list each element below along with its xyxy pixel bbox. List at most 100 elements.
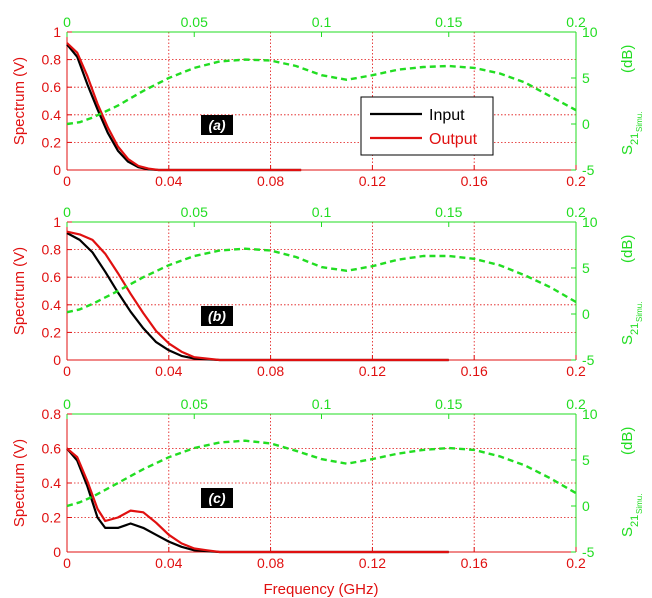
y2-axis-subscript: 21 <box>629 323 641 335</box>
legend-input-label: Input <box>429 107 465 124</box>
chart-panel-1: 00.20.40.60.810 0.04 0.08 0.12 0.16 0.20 0.05 0… <box>11 14 644 189</box>
y2-tick-label: 0 <box>582 116 590 132</box>
x-tick-label: 0 <box>63 173 71 189</box>
y-tick-label: 0.6 <box>42 441 62 457</box>
x2-tick-label: 0.05 <box>181 14 208 30</box>
x-tick-label: 0.04 <box>155 173 182 189</box>
x-tick-label: 0.08 <box>257 173 284 189</box>
y2-tick-label: -5 <box>582 352 595 368</box>
y2-tick-label: 10 <box>582 214 598 230</box>
x2-tick-label: 0 <box>63 396 71 412</box>
y2-axis-subsubscript: Simu. <box>635 494 644 514</box>
legend-output-label: Output <box>429 131 478 148</box>
y-tick-label: 0.4 <box>42 297 62 313</box>
y2-tick-label: 0 <box>582 498 590 514</box>
y2-axis-symbol: S <box>619 145 636 155</box>
y-tick-label: 0.2 <box>42 134 62 150</box>
x-tick-label: 0.2 <box>566 363 586 379</box>
y-axis-label: Spectrum (V) <box>11 57 28 145</box>
x-tick-label: 0.12 <box>359 173 386 189</box>
s21-dashed-line <box>66 247 577 314</box>
y-tick-label: 1 <box>53 24 61 40</box>
y2-axis-symbol: S <box>619 527 636 537</box>
y-tick-label: 0.8 <box>42 242 62 258</box>
x2-tick-label: 0.15 <box>435 204 462 220</box>
input-series-line <box>66 43 302 172</box>
chart-panels: 00.20.40.60.810 0.04 0.08 0.12 0.16 0.20 0.05 0… <box>11 14 644 571</box>
legend-box <box>360 96 494 156</box>
panel-label-box <box>201 115 233 135</box>
s21-dashed-line <box>66 58 577 126</box>
y2-tick-label: 5 <box>582 70 590 86</box>
x2-tick-label: 0.2 <box>566 396 586 412</box>
y2-tick-label: -5 <box>582 544 595 560</box>
x-tick-label: 0.16 <box>461 555 488 571</box>
x2-tick-label: 0.15 <box>435 396 462 412</box>
x2-tick-label: 0.05 <box>181 396 208 412</box>
y2-axis-unit: (dB) <box>619 235 636 263</box>
output-series-line <box>66 42 302 172</box>
y2-tick-label: 5 <box>582 260 590 276</box>
x2-tick-label: 0.1 <box>312 396 332 412</box>
panel-label: (c) <box>208 490 225 506</box>
x-tick-label: 0 <box>63 555 71 571</box>
panel-label: (b) <box>208 308 226 324</box>
input-series-line <box>66 447 449 554</box>
y-tick-label: 0.4 <box>42 475 62 491</box>
y2-axis-symbol: S <box>619 335 636 345</box>
y-tick-label: 0.6 <box>42 79 62 95</box>
y2-tick-label: 0 <box>582 306 590 322</box>
x2-tick-label: 0.05 <box>181 204 208 220</box>
s21-dashed-line <box>66 439 577 508</box>
x-tick-label: 0.16 <box>461 363 488 379</box>
x-axis-label: Frequency (GHz) <box>263 581 378 598</box>
chart-panel-2: 00.20.40.60.810 0.04 0.08 0.12 0.16 0.20 0.05 0… <box>11 204 644 379</box>
y-axis-label: Spectrum (V) <box>11 247 28 335</box>
y2-tick-label: 10 <box>582 406 598 422</box>
x-tick-label: 0.12 <box>359 363 386 379</box>
x2-tick-label: 0.1 <box>312 204 332 220</box>
y2-axis-unit: (dB) <box>619 427 636 455</box>
output-series-line <box>66 230 449 362</box>
y-tick-label: 0 <box>53 544 61 560</box>
y2-axis-subscript: 21 <box>629 515 641 527</box>
x-tick-label: 0.08 <box>257 555 284 571</box>
y2-axis-subsubscript: Simu. <box>635 112 644 132</box>
y-tick-label: 0 <box>53 162 61 178</box>
y-tick-label: 0.6 <box>42 269 62 285</box>
chart-panel-3: 00.20.40.60.80 0.04 0.08 0.12 0.16 0.20 0.05 0.… <box>11 396 644 571</box>
y2-axis-subsubscript: Simu. <box>635 302 644 322</box>
panel-label: (a) <box>208 117 225 133</box>
y2-axis-subscript: 21 <box>629 133 641 145</box>
panel-label-box <box>201 488 233 508</box>
y-tick-label: 0 <box>53 352 61 368</box>
x-tick-label: 0.04 <box>155 363 182 379</box>
output-series-line <box>66 447 449 554</box>
legend: Input Output <box>360 96 494 156</box>
x-tick-label: 0.2 <box>566 555 586 571</box>
x2-tick-label: 0.15 <box>435 14 462 30</box>
x2-tick-label: 0.2 <box>566 14 586 30</box>
y-tick-label: 0.4 <box>42 107 62 123</box>
x-tick-label: 0.16 <box>461 173 488 189</box>
x-tick-label: 0 <box>63 363 71 379</box>
y-tick-label: 0.2 <box>42 324 62 340</box>
y2-tick-label: 5 <box>582 452 590 468</box>
y2-axis-unit: (dB) <box>619 45 636 73</box>
x-tick-label: 0.12 <box>359 555 386 571</box>
y-axis-label: Spectrum (V) <box>11 439 28 527</box>
y-tick-label: 1 <box>53 214 61 230</box>
x-tick-label: 0.08 <box>257 363 284 379</box>
y2-tick-label: 10 <box>582 24 598 40</box>
y2-tick-label: -5 <box>582 162 595 178</box>
input-series-line <box>66 232 449 362</box>
x2-tick-label: 0.2 <box>566 204 586 220</box>
y-tick-label: 0.8 <box>42 406 62 422</box>
panel-label-box <box>201 306 233 326</box>
y-tick-label: 0.8 <box>42 52 62 68</box>
x2-tick-label: 0 <box>63 14 71 30</box>
